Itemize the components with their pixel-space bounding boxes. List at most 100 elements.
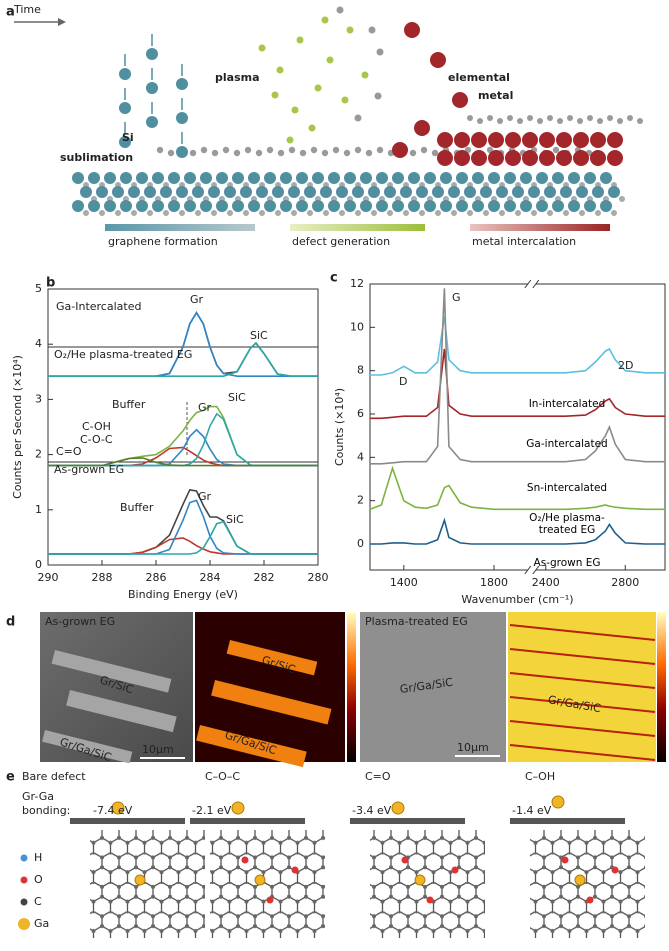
si-label: Si — [122, 131, 134, 144]
y-tick-label: 10 — [350, 320, 364, 333]
graphene-atom — [627, 115, 633, 121]
plasma-particle — [368, 26, 376, 34]
stage-label: graphene formation — [108, 235, 218, 248]
graphene-atom — [607, 115, 613, 121]
plasma-particle — [314, 84, 322, 92]
domain — [51, 650, 172, 693]
plasma-particle — [321, 16, 329, 24]
annotation: Gr — [190, 293, 204, 306]
series-line — [48, 537, 318, 555]
substrate-atom — [552, 200, 564, 212]
column-title: C–O–C — [205, 770, 240, 783]
substrate-atom — [259, 210, 265, 216]
substrate-atom — [296, 200, 308, 212]
legend-label: Ga — [34, 917, 49, 930]
graphene-sheet — [70, 818, 185, 824]
substrate-atom — [216, 172, 228, 184]
legend-label: H — [34, 851, 42, 864]
substrate-atom — [579, 210, 585, 216]
substrate-atom — [336, 186, 348, 198]
graphene-atom — [299, 149, 307, 157]
metal-atom — [471, 132, 487, 148]
metal-label: metal — [478, 89, 513, 102]
substrate-atom — [368, 186, 380, 198]
substrate-atom — [552, 172, 564, 184]
substrate-atom — [120, 200, 132, 212]
substrate-atom — [568, 172, 580, 184]
substrate-atom — [275, 210, 281, 216]
substrate-atom — [240, 186, 252, 198]
graphene-atom — [577, 118, 583, 124]
substrate-atom — [456, 200, 468, 212]
annotation: C-O-C — [80, 433, 113, 446]
y-axis-label: Counts per Second (×10⁴) — [11, 355, 24, 499]
substrate-atom — [400, 186, 412, 198]
graphene-sheet — [350, 818, 465, 824]
substrate-atom — [120, 172, 132, 184]
panel-label: e — [6, 770, 15, 785]
plot-frame — [369, 283, 666, 571]
graphene-atom — [467, 115, 473, 121]
image-title: As-grown EG — [45, 615, 115, 628]
plasma-particle — [346, 26, 354, 34]
substrate-atom — [168, 172, 180, 184]
graphene-atom — [409, 149, 417, 157]
substrate-atom — [344, 172, 356, 184]
ga-atom — [574, 874, 586, 886]
graphene-atom — [487, 115, 493, 121]
si-atom — [119, 102, 131, 114]
panel-label: a — [6, 5, 15, 20]
scale-bar-label: 10µm — [457, 741, 489, 754]
y-tick-label: 6 — [357, 407, 364, 420]
si-atom — [146, 116, 158, 128]
annotation: G — [452, 291, 461, 304]
axis-break — [527, 280, 536, 288]
legend-label: O — [34, 873, 43, 886]
substrate-atom — [504, 200, 516, 212]
bonding-label: Gr-Ga — [22, 790, 54, 803]
x-tick-label: 2400 — [532, 576, 560, 589]
substrate-atom — [192, 186, 204, 198]
graphene-atom — [637, 118, 643, 124]
substrate-atom — [592, 186, 604, 198]
scale-bar-label: 10µm — [142, 743, 174, 756]
substrate-atom — [488, 200, 500, 212]
y-tick-label: 4 — [35, 337, 42, 350]
plasma-particle — [271, 91, 279, 99]
substrate-atom — [184, 200, 196, 212]
metal-atom — [505, 132, 521, 148]
metal-atom — [488, 132, 504, 148]
metal-atom — [414, 120, 430, 136]
x-tick-label: 286 — [146, 571, 167, 584]
x-axis-label: Wavenumber (cm⁻¹) — [461, 593, 573, 606]
substrate-atom — [499, 210, 505, 216]
substrate-atom — [227, 210, 233, 216]
o-atom — [426, 896, 434, 904]
series-label: Sn-intercalated — [526, 482, 608, 494]
substrate-atom — [448, 186, 460, 198]
o-atom — [611, 866, 619, 874]
panel-label: c — [330, 271, 338, 286]
legend-swatch — [18, 918, 30, 930]
o-atom — [241, 856, 249, 864]
annotation: SiC — [228, 391, 246, 404]
substrate-atom — [88, 200, 100, 212]
panel-label: b — [46, 276, 55, 291]
substrate-atom — [304, 186, 316, 198]
graphene-atom — [617, 118, 623, 124]
substrate-atom — [128, 186, 140, 198]
image-title: Plasma-treated EG — [365, 615, 468, 628]
substrate-atom — [131, 210, 137, 216]
metal-atom — [539, 132, 555, 148]
metal-atom — [392, 142, 408, 158]
plasma-particle — [291, 106, 299, 114]
x-tick-label: 1400 — [390, 576, 418, 589]
graphene-atom — [277, 149, 285, 157]
substrate-atom — [264, 200, 276, 212]
bonding-label: bonding: — [22, 804, 70, 817]
substrate-atom — [112, 186, 124, 198]
substrate-atom — [83, 210, 89, 216]
series-line — [48, 457, 318, 467]
substrate-atom — [595, 210, 601, 216]
annotation: Gr — [198, 490, 212, 503]
